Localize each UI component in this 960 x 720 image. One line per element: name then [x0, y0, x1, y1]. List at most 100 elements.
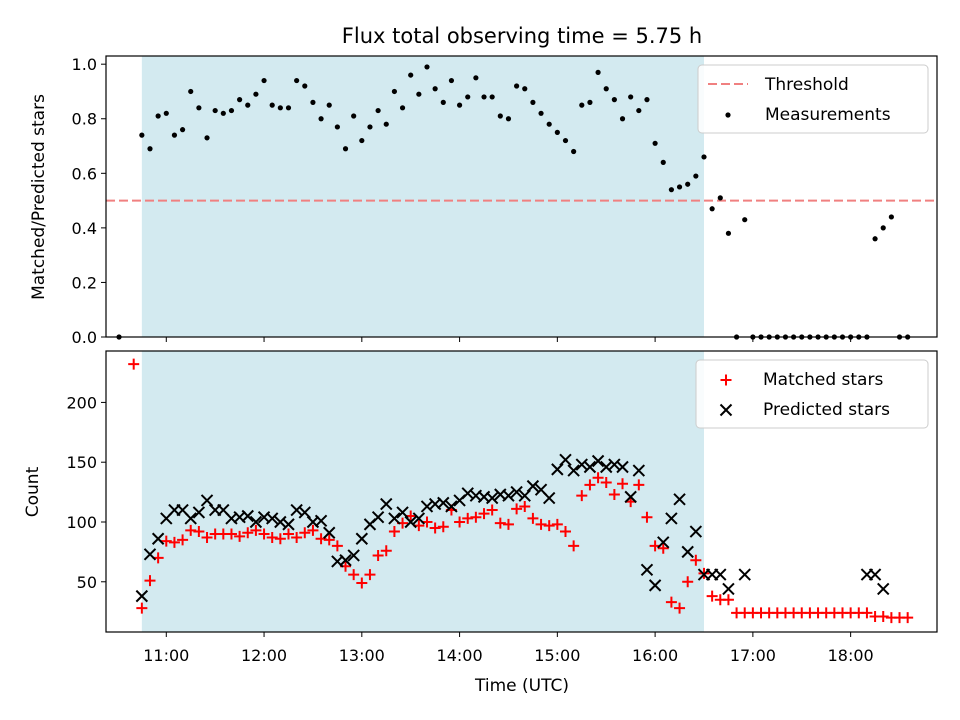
measurement-point: [383, 121, 389, 127]
matched-star-point: [478, 508, 490, 520]
measurement-point: [367, 124, 373, 130]
predicted-star-point: [738, 568, 751, 581]
matched-star-point: [494, 517, 506, 529]
matched-star-point: [608, 488, 620, 500]
matched-star-point: [486, 504, 498, 516]
measurement-point: [155, 113, 161, 119]
top-y-tick-label: 0.0: [72, 328, 97, 347]
predicted-star-point: [689, 525, 703, 538]
measurement-point: [342, 146, 349, 152]
measurement-point: [571, 148, 577, 155]
predicted-star-point: [575, 458, 588, 471]
top-y-tick-label: 0.8: [72, 110, 97, 129]
matched-star-point: [160, 535, 172, 547]
predicted-star-point: [143, 548, 157, 561]
x-tick-label: 15:00: [534, 646, 580, 665]
measurement-point: [196, 105, 202, 111]
predicted-star-point: [200, 494, 214, 507]
matched-star-point: [225, 528, 237, 540]
matched-star-point: [535, 518, 547, 530]
legend-matched-swatch: [720, 374, 732, 386]
measurement-point: [619, 116, 626, 122]
measurement-point: [351, 113, 357, 119]
matched-star-point: [861, 607, 873, 619]
measurement-point: [448, 77, 455, 84]
matched-star-point: [902, 612, 914, 624]
matched-star-point: [282, 528, 294, 540]
x-tick-label: 12:00: [241, 646, 287, 665]
matched-star-point: [388, 526, 400, 538]
matched-star-point: [511, 503, 523, 515]
matched-star-point: [706, 590, 718, 602]
predicted-star-point: [526, 479, 540, 493]
matched-star-point: [258, 528, 270, 540]
matched-star-point: [559, 526, 571, 538]
bottom-panel: 50 100 150 200 11:00 12:00 13:00 14:00 15:00 16:0…: [66, 350, 938, 665]
matched-star-point: [470, 511, 482, 523]
matched-star-point: [364, 569, 376, 581]
measurement-point: [611, 97, 617, 103]
bottom-axes-frame: [105, 350, 938, 633]
measurement-point: [139, 132, 145, 138]
matched-star-point: [299, 527, 311, 539]
measurement-point: [497, 113, 503, 119]
measurement-point: [587, 99, 593, 105]
x-axis-label: Time (UTC): [474, 676, 569, 696]
x-tick-label: 11:00: [143, 646, 189, 665]
measurement-point: [456, 102, 463, 108]
matched-star-point: [193, 526, 205, 538]
measurement-point: [725, 230, 732, 236]
predicted-star-point: [420, 500, 434, 513]
bottom-observing-window: [141, 351, 704, 632]
matched-star-point: [437, 521, 449, 533]
matched-star-point: [128, 358, 140, 370]
predicted-star-point: [412, 512, 426, 525]
measurement-point: [628, 94, 634, 100]
matched-star-point: [877, 610, 889, 622]
chart-title: Flux total observing time = 5.75 h: [342, 24, 702, 48]
measurement-point: [742, 217, 748, 223]
predicted-star-point: [868, 568, 882, 581]
measurement-point: [285, 105, 292, 111]
predicted-star-point: [600, 460, 613, 474]
legend-predicted-label: Predicted stars: [763, 400, 890, 420]
measurement-point: [277, 105, 283, 111]
measurement-point: [505, 116, 512, 122]
legend-threshold-label: Threshold: [764, 75, 849, 95]
matched-star-point: [462, 512, 474, 524]
matched-star-point: [641, 511, 653, 523]
measurement-point: [554, 129, 560, 135]
predicted-star-point: [567, 464, 580, 477]
predicted-star-point: [657, 536, 670, 549]
predicted-star-point: [714, 568, 727, 581]
predicted-star-point: [388, 512, 401, 525]
measurement-point: [171, 132, 178, 138]
measurement-point: [204, 135, 210, 141]
predicted-star-point: [624, 490, 637, 504]
measurement-point: [310, 99, 316, 105]
top-observing-window: [141, 56, 704, 337]
measurement-point: [163, 110, 169, 116]
matched-star-point: [429, 522, 441, 534]
measurement-point: [424, 64, 430, 70]
top-y-tick-label: 1.0: [72, 55, 97, 74]
matched-star-point: [617, 478, 629, 490]
matched-star-point: [657, 542, 669, 554]
predicted-star-point: [518, 489, 531, 502]
measurement-point: [359, 137, 365, 144]
x-tick-label: 18:00: [828, 646, 874, 665]
matched-star-point: [356, 577, 368, 589]
matched-star-point: [502, 518, 514, 530]
measurement-point: [652, 140, 658, 146]
predicted-star-point: [380, 497, 393, 511]
measurement-point: [489, 94, 495, 100]
predicted-star-point: [192, 506, 206, 519]
legend-measurement-swatch: [725, 112, 731, 118]
matched-star-point: [315, 533, 327, 545]
matched-star-point: [519, 500, 531, 512]
measurement-point: [391, 88, 398, 95]
matched-star-point: [250, 524, 262, 536]
measurement-point: [188, 88, 194, 95]
measurement-point: [685, 181, 691, 187]
measurement-point: [237, 97, 243, 103]
